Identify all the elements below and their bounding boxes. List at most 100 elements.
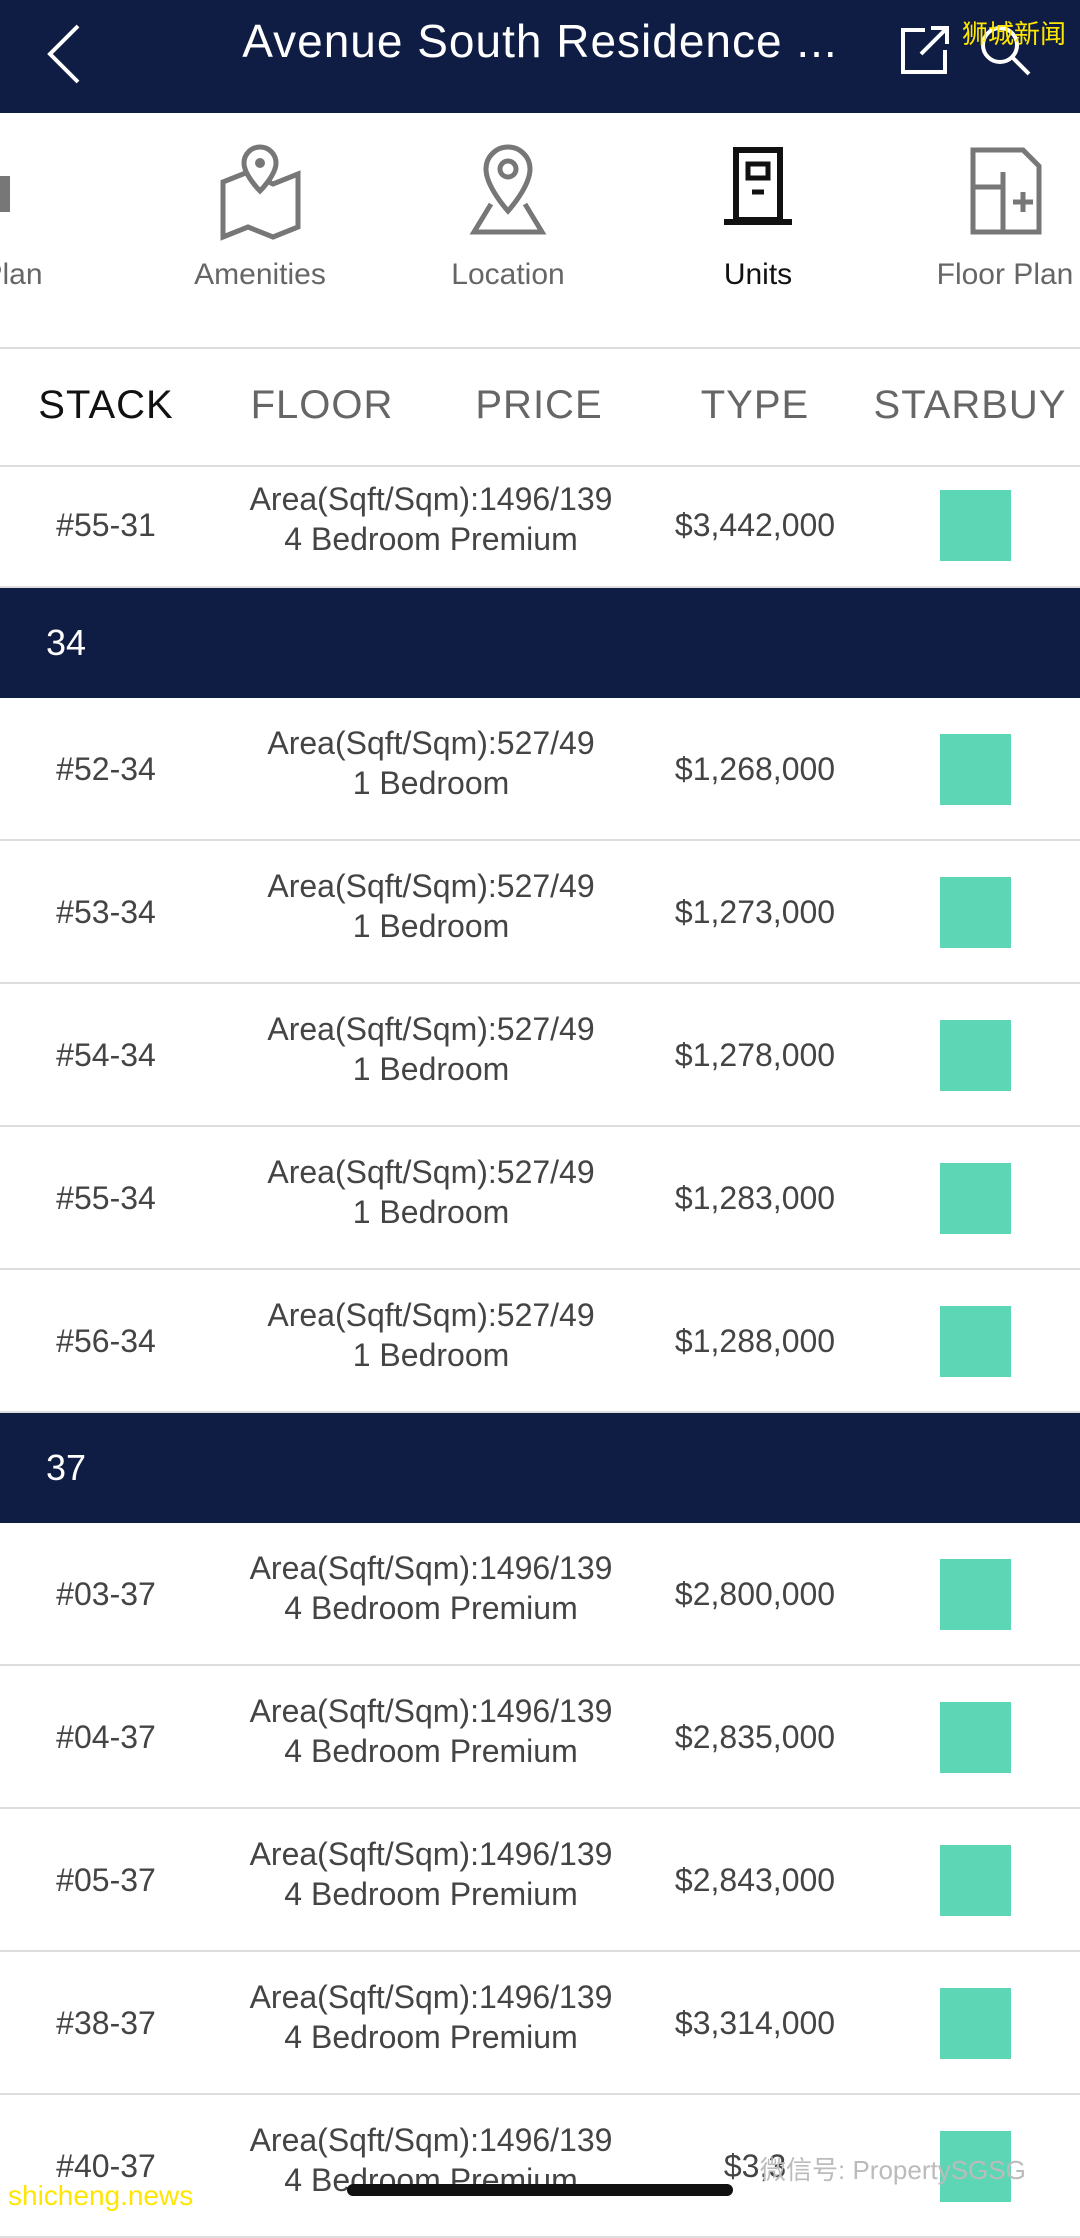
price: $1,268,000 bbox=[674, 750, 836, 787]
share-button[interactable] bbox=[895, 20, 955, 80]
nav-icon bbox=[0, 176, 10, 212]
area: Area(Sqft/Sqm):527/49 bbox=[267, 1010, 595, 1047]
unit-row: #03-37 Area(Sqft/Sqm):1496/139 4 Bedroom P… bbox=[0, 1523, 1080, 1666]
column-title: FLOOR bbox=[250, 383, 394, 427]
starbuy-marker bbox=[940, 489, 1011, 561]
area: Area(Sqft/Sqm):1496/139 bbox=[249, 1692, 613, 1729]
starbuy-marker bbox=[940, 1019, 1011, 1091]
stack: #04-37 bbox=[56, 1718, 156, 1755]
watermark: shicheng.news bbox=[8, 2180, 194, 2211]
area: Area(Sqft/Sqm):1496/139 bbox=[249, 480, 613, 517]
price: $3,442,000 bbox=[674, 506, 836, 543]
unit-row: #40-37 Area(Sqft/Sqm):1496/139 4 Bedroom P… bbox=[0, 2095, 1080, 2238]
nav-icon bbox=[469, 144, 547, 235]
price: $2,835,000 bbox=[674, 1718, 836, 1755]
area: Area(Sqft/Sqm):1496/139 bbox=[249, 2121, 613, 2158]
starbuy-marker bbox=[940, 1701, 1011, 1773]
area: Area(Sqft/Sqm):1496/139 bbox=[249, 1835, 613, 1872]
home-indicator bbox=[347, 2184, 733, 2196]
area: Area(Sqft/Sqm):527/49 bbox=[267, 1153, 595, 1190]
type: 4 Bedroom Premium bbox=[284, 2018, 578, 2055]
unit-row: #55-31 Area(Sqft/Sqm):1496/139 4 Bedroom P… bbox=[0, 463, 1080, 588]
starbuy-marker bbox=[940, 1987, 1011, 2059]
price: $3,3 bbox=[723, 2147, 787, 2184]
area: Area(Sqft/Sqm):527/49 bbox=[267, 1296, 595, 1333]
group-label: 34 bbox=[46, 622, 87, 663]
type: 4 Bedroom Premium bbox=[284, 520, 578, 557]
area: Area(Sqft/Sqm):1496/139 bbox=[249, 1549, 613, 1586]
starbuy-marker bbox=[940, 876, 1011, 948]
back-button[interactable] bbox=[40, 22, 90, 86]
stack: #56-34 bbox=[56, 1322, 156, 1359]
type: 1 Bedroom bbox=[352, 1336, 510, 1373]
type: 4 Bedroom Premium bbox=[284, 1875, 578, 1912]
starbuy-marker bbox=[940, 1844, 1011, 1916]
starbuy-marker bbox=[940, 1558, 1011, 1630]
unit-row: #52-34 Area(Sqft/Sqm):527/49 1 Bedroom $1,2… bbox=[0, 698, 1080, 841]
group-label: 37 bbox=[46, 1447, 87, 1488]
price: $1,273,000 bbox=[674, 893, 836, 930]
nav-label: Amenities bbox=[194, 258, 326, 291]
column-title: PRICE bbox=[475, 383, 603, 427]
unit-row: #53-34 Area(Sqft/Sqm):527/49 1 Bedroom $1,2… bbox=[0, 841, 1080, 984]
type: 4 Bedroom Premium bbox=[284, 1589, 578, 1626]
group-header: 37 bbox=[0, 1413, 1080, 1523]
nav-icon bbox=[220, 144, 301, 241]
nav-label: Floor Plan bbox=[936, 258, 1074, 291]
column-header: STACK FLOOR PRICE TYPE STARBUY bbox=[0, 347, 1080, 467]
nav-item[interactable]: Floor Plan bbox=[895, 112, 1080, 346]
area: Area(Sqft/Sqm):527/49 bbox=[267, 724, 595, 761]
nav-icon bbox=[970, 147, 1042, 235]
group-header: 34 bbox=[0, 588, 1080, 698]
unit-row: #38-37 Area(Sqft/Sqm):1496/139 4 Bedroom P… bbox=[0, 1952, 1080, 2095]
stack: #53-34 bbox=[56, 893, 156, 930]
unit-row: #56-34 Area(Sqft/Sqm):527/49 1 Bedroom $1,2… bbox=[0, 1270, 1080, 1413]
stack: #52-34 bbox=[56, 750, 156, 787]
stack: #55-31 bbox=[56, 506, 156, 543]
type: 1 Bedroom bbox=[352, 1050, 510, 1087]
column-title: STARBUY bbox=[873, 383, 1067, 427]
column-title: TYPE bbox=[700, 383, 810, 427]
top-bar: Avenue South Residence ... 狮城新闻 bbox=[0, 0, 1080, 113]
stack: #55-34 bbox=[56, 1179, 156, 1216]
type: 1 Bedroom bbox=[352, 764, 510, 801]
starbuy-marker bbox=[940, 733, 1011, 805]
watermark: 微信号: PropertySGSG bbox=[760, 2155, 1026, 2185]
area: Area(Sqft/Sqm):1496/139 bbox=[249, 1978, 613, 2015]
price: $1,278,000 bbox=[674, 1036, 836, 1073]
price: $1,283,000 bbox=[674, 1179, 836, 1216]
nav-label: e Plan bbox=[0, 258, 43, 291]
stack: #38-37 bbox=[56, 2004, 156, 2041]
area: Area(Sqft/Sqm):527/49 bbox=[267, 867, 595, 904]
stack: #40-37 bbox=[56, 2147, 156, 2184]
unit-row: #05-37 Area(Sqft/Sqm):1496/139 4 Bedroom P… bbox=[0, 1809, 1080, 1952]
unit-row: #04-37 Area(Sqft/Sqm):1496/139 4 Bedroom P… bbox=[0, 1666, 1080, 1809]
nav-label: Location bbox=[451, 258, 565, 291]
price: $3,314,000 bbox=[674, 2004, 836, 2041]
nav-item[interactable]: e Plan bbox=[0, 112, 110, 346]
price: $2,843,000 bbox=[674, 1861, 836, 1898]
stack: #54-34 bbox=[56, 1036, 156, 1073]
starbuy-marker bbox=[940, 1162, 1011, 1234]
nav-label: Units bbox=[723, 258, 793, 291]
type: 4 Bedroom Premium bbox=[284, 1732, 578, 1769]
nav-icon bbox=[724, 147, 792, 225]
starbuy-marker bbox=[940, 1305, 1011, 1377]
title: Avenue South Residence ... bbox=[242, 15, 838, 67]
watermark: 狮城新闻 bbox=[961, 19, 1066, 49]
unit-row: #55-34 Area(Sqft/Sqm):527/49 1 Bedroom $1,2… bbox=[0, 1127, 1080, 1270]
search-button[interactable] bbox=[975, 20, 1035, 80]
type: 1 Bedroom bbox=[352, 1193, 510, 1230]
unit-row: #54-34 Area(Sqft/Sqm):527/49 1 Bedroom $1,2… bbox=[0, 984, 1080, 1127]
nav-item[interactable]: Units bbox=[648, 112, 868, 346]
column-title: STACK bbox=[38, 383, 174, 427]
nav-item[interactable]: Location bbox=[398, 112, 618, 346]
type: 1 Bedroom bbox=[352, 907, 510, 944]
starbuy-marker bbox=[940, 2130, 1011, 2202]
nav-item[interactable]: Amenities bbox=[150, 112, 370, 346]
price: $1,288,000 bbox=[674, 1322, 836, 1359]
stack: #05-37 bbox=[56, 1861, 156, 1898]
price: $2,800,000 bbox=[674, 1575, 836, 1612]
stack: #03-37 bbox=[56, 1575, 156, 1612]
